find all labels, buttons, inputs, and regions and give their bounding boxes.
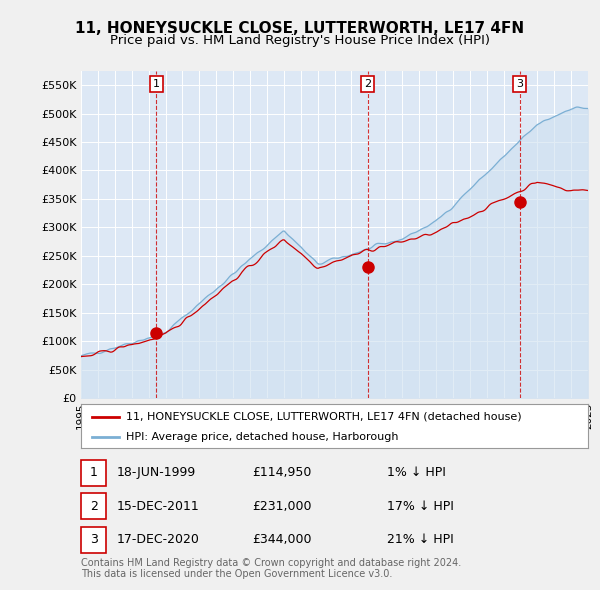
Text: HPI: Average price, detached house, Harborough: HPI: Average price, detached house, Harb… bbox=[125, 432, 398, 442]
Text: 17% ↓ HPI: 17% ↓ HPI bbox=[387, 500, 454, 513]
Text: £231,000: £231,000 bbox=[252, 500, 311, 513]
Text: Price paid vs. HM Land Registry's House Price Index (HPI): Price paid vs. HM Land Registry's House … bbox=[110, 34, 490, 47]
Text: 18-JUN-1999: 18-JUN-1999 bbox=[117, 466, 196, 479]
Text: 2: 2 bbox=[364, 79, 371, 89]
Text: 1: 1 bbox=[89, 466, 98, 479]
Text: 3: 3 bbox=[516, 79, 523, 89]
Text: 11, HONEYSUCKLE CLOSE, LUTTERWORTH, LE17 4FN: 11, HONEYSUCKLE CLOSE, LUTTERWORTH, LE17… bbox=[76, 21, 524, 35]
Text: 2: 2 bbox=[89, 500, 98, 513]
Text: 21% ↓ HPI: 21% ↓ HPI bbox=[387, 533, 454, 546]
Text: 17-DEC-2020: 17-DEC-2020 bbox=[117, 533, 200, 546]
Text: 15-DEC-2011: 15-DEC-2011 bbox=[117, 500, 200, 513]
Text: 1: 1 bbox=[153, 79, 160, 89]
Text: 11, HONEYSUCKLE CLOSE, LUTTERWORTH, LE17 4FN (detached house): 11, HONEYSUCKLE CLOSE, LUTTERWORTH, LE17… bbox=[125, 412, 521, 421]
Text: £114,950: £114,950 bbox=[252, 466, 311, 479]
Text: £344,000: £344,000 bbox=[252, 533, 311, 546]
Text: 3: 3 bbox=[89, 533, 98, 546]
Text: Contains HM Land Registry data © Crown copyright and database right 2024.
This d: Contains HM Land Registry data © Crown c… bbox=[81, 558, 461, 579]
Text: 1% ↓ HPI: 1% ↓ HPI bbox=[387, 466, 446, 479]
